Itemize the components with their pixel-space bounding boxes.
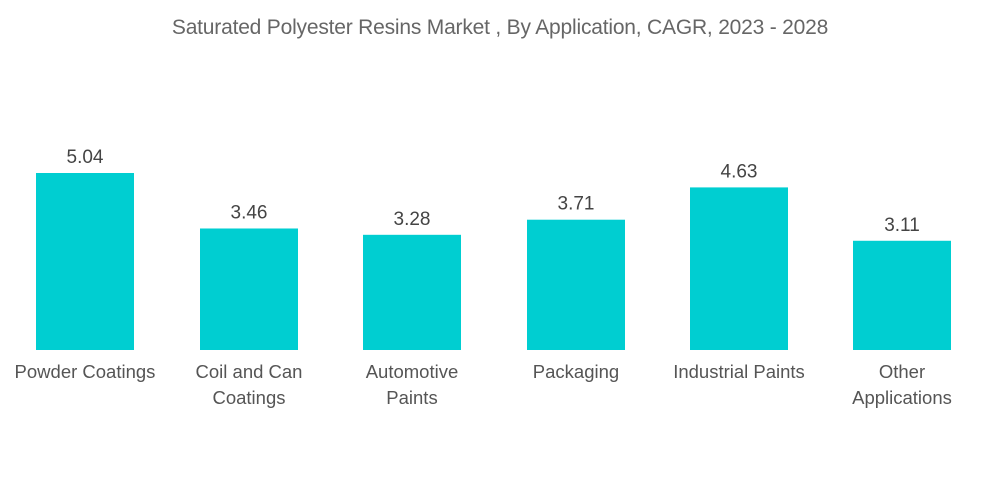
category-label: Automotive Paints — [366, 361, 459, 408]
category-label-line: Powder Coatings — [15, 361, 156, 382]
category-label-line: Paints — [386, 387, 437, 408]
category-label: Packaging — [533, 361, 619, 382]
category-label-line: Industrial Paints — [673, 361, 805, 382]
category-labels-group: Powder Coatings Coil and Can Coatings Autom… — [15, 361, 952, 408]
category-label: Other Applications — [852, 361, 952, 408]
value-label: 5.04 — [67, 147, 104, 168]
category-label-line: Coil and Can — [196, 361, 303, 382]
value-label: 4.63 — [721, 161, 758, 182]
bar — [690, 187, 788, 350]
category-label-line: Automotive — [366, 361, 459, 382]
bar — [853, 240, 951, 350]
category-label: Industrial Paints — [673, 361, 805, 382]
bar — [363, 234, 461, 350]
value-label: 3.11 — [884, 215, 920, 236]
bar — [527, 219, 625, 350]
category-label: Powder Coatings — [15, 361, 156, 382]
bar — [36, 173, 134, 350]
bars-group — [36, 173, 951, 350]
category-label-line: Other — [879, 361, 925, 382]
category-label-line: Coatings — [212, 387, 285, 408]
category-label: Coil and Can Coatings — [196, 361, 303, 408]
category-label-line: Applications — [852, 387, 952, 408]
bar — [200, 228, 298, 350]
value-label: 3.46 — [231, 202, 268, 223]
chart-title: Saturated Polyester Resins Market , By A… — [171, 16, 829, 39]
category-label-line: Packaging — [533, 361, 619, 382]
value-label: 3.71 — [558, 194, 595, 215]
value-labels-group: 5.04 3.46 3.28 3.71 4.63 3.11 — [67, 147, 920, 236]
value-label: 3.28 — [394, 209, 431, 230]
